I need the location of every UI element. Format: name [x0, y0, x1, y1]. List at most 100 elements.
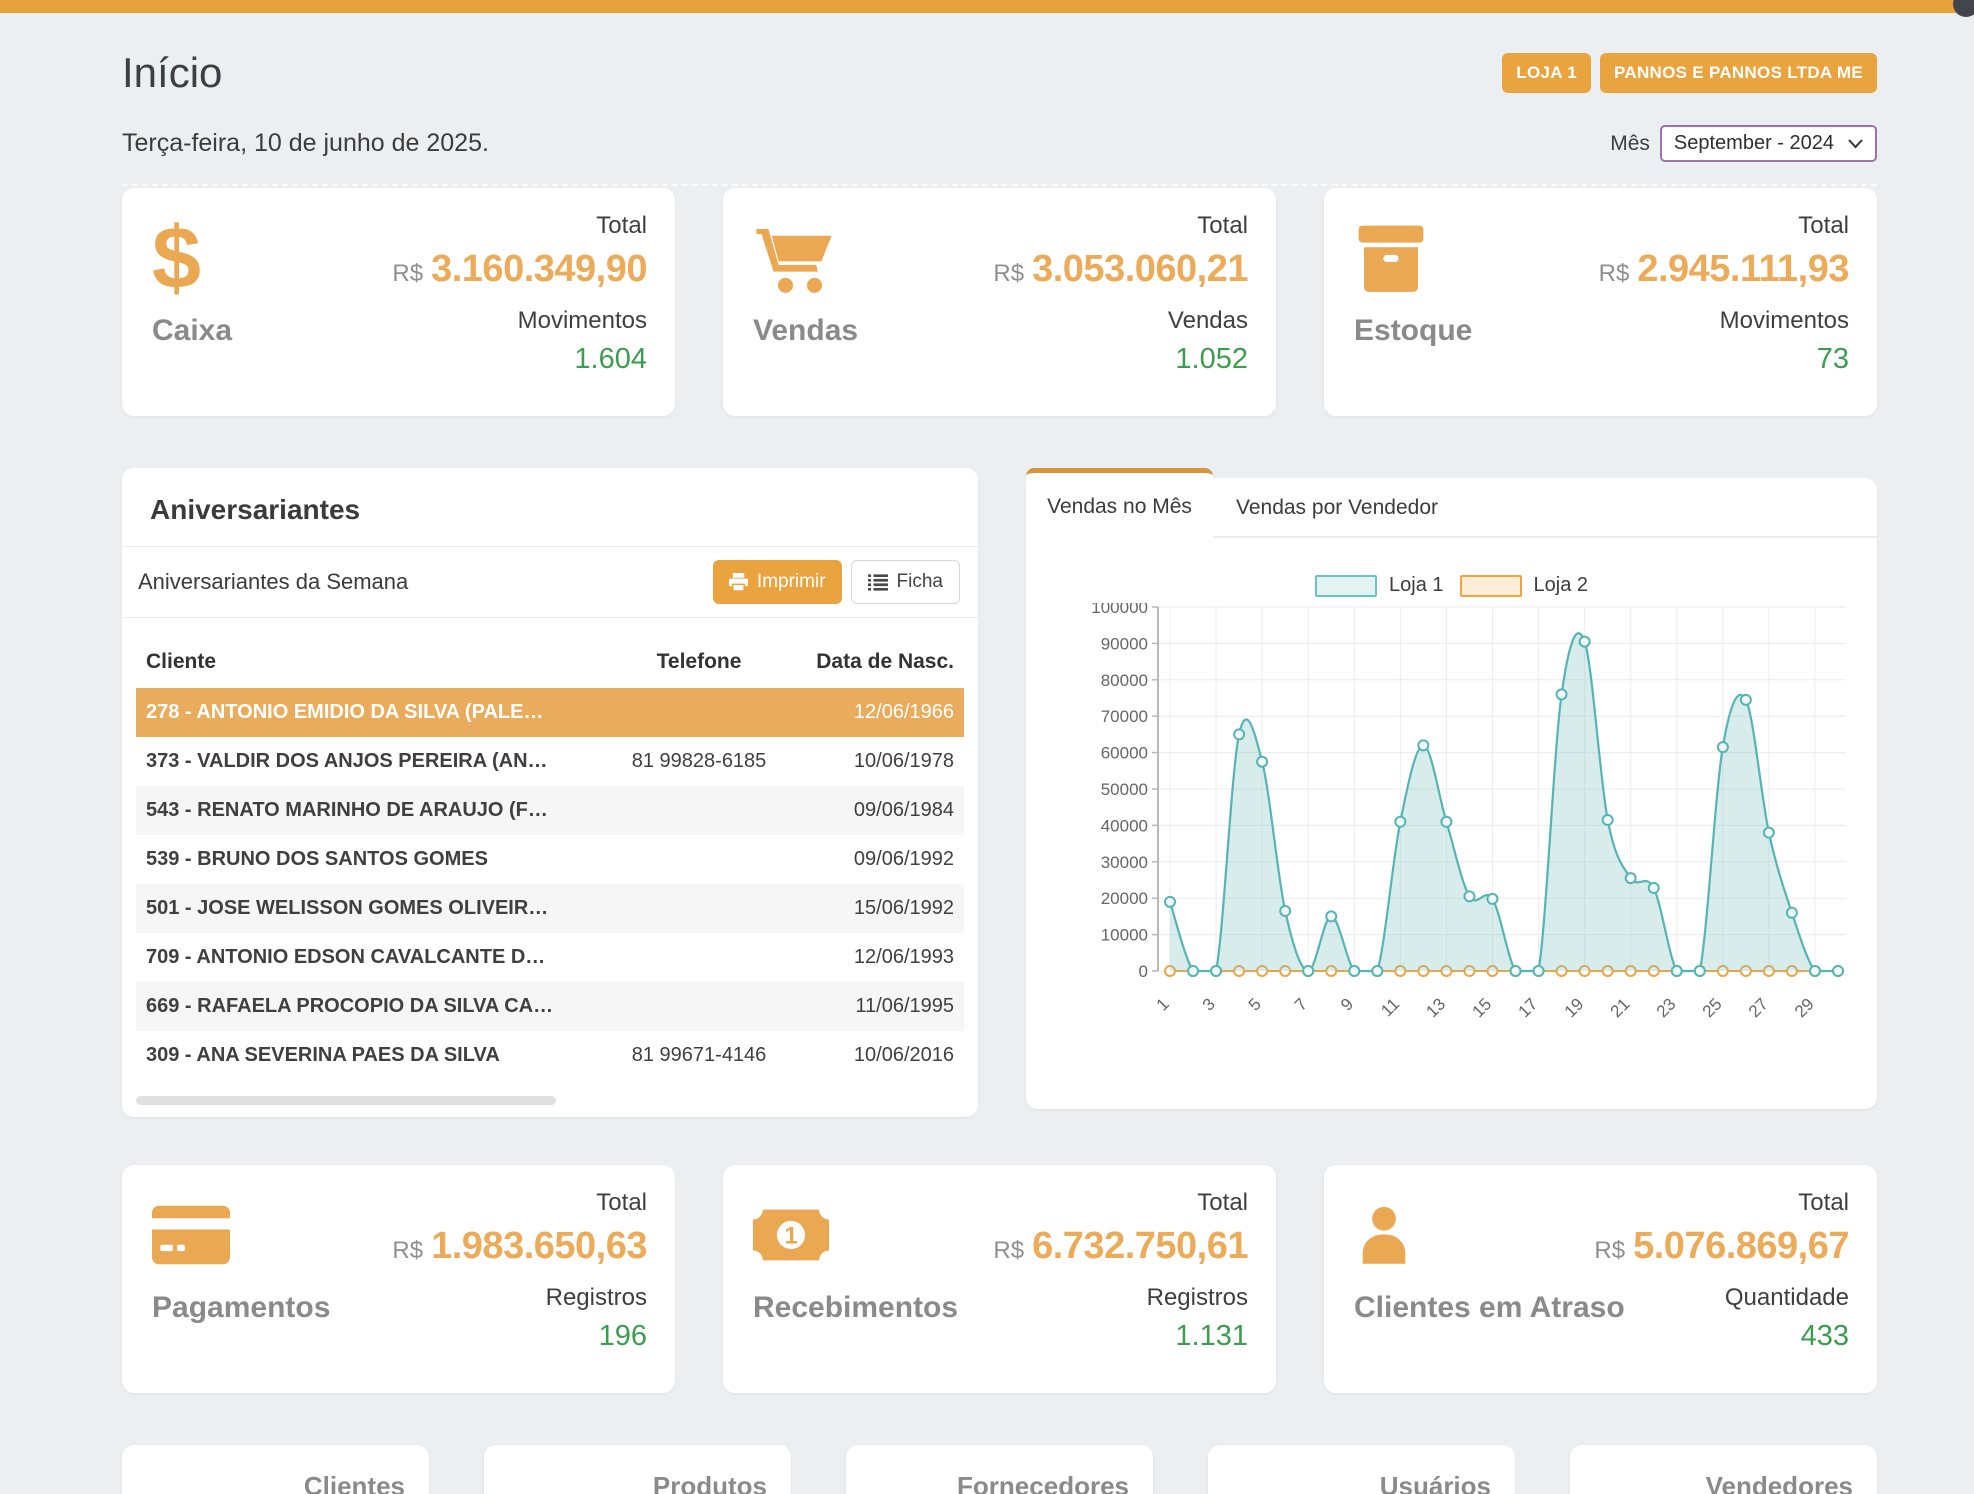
client-cell: 539 - BRUNO DOS SANTOS GOMES [136, 835, 600, 884]
svg-text:19: 19 [1561, 994, 1588, 1021]
current-date: Terça-feira, 10 de junho de 2025. [122, 129, 489, 158]
svg-text:13: 13 [1422, 994, 1449, 1021]
footer-cards-row: Clientes Produtos Fornecedores Usuários Vend… [122, 1445, 1877, 1494]
table-row[interactable]: 373 - VALDIR DOS ANJOS PEREIRA (AN…81 99… [136, 737, 964, 786]
card-vendas: Vendas Total R$3.053.060,21 Vendas 1.052 [723, 188, 1276, 416]
svg-text:90000: 90000 [1101, 634, 1148, 653]
count-label: Movimentos [1599, 307, 1849, 335]
footer-card-title: Usuários [1232, 1471, 1491, 1494]
card-title: Caixa [152, 314, 232, 348]
svg-text:29: 29 [1791, 994, 1818, 1021]
total-label: Total [1594, 1189, 1849, 1217]
table-row[interactable]: 709 - ANTONIO EDSON CAVALCANTE D… 12/06/1… [136, 933, 964, 982]
footer-card-usuários[interactable]: Usuários [1208, 1445, 1515, 1494]
birth-cell: 09/06/1984 [798, 786, 964, 835]
svg-text:50000: 50000 [1101, 780, 1148, 799]
person-icon [1354, 1204, 1414, 1266]
svg-text:7: 7 [1291, 994, 1311, 1014]
store-button[interactable]: LOJA 1 [1502, 53, 1591, 93]
horizontal-scrollbar[interactable] [136, 1096, 556, 1105]
chart-legend: Loja 1 Loja 2 [1026, 574, 1877, 597]
month-select[interactable]: September - 2024 [1660, 125, 1877, 162]
card-title: Estoque [1354, 314, 1472, 348]
top-accent-bar [0, 0, 1974, 13]
tab-vendas-por-vendedor[interactable]: Vendas por Vendedor [1213, 478, 1461, 538]
total-value: 3.053.060,21 [1032, 248, 1248, 290]
total-label: Total [993, 1189, 1248, 1217]
currency-prefix: R$ [993, 260, 1024, 287]
credit-card-icon [152, 1204, 230, 1266]
table-row[interactable]: 539 - BRUNO DOS SANTOS GOMES 09/06/1992 [136, 835, 964, 884]
birthdays-table-body: 278 - ANTONIO EMIDIO DA SILVA (PALE…12/0… [136, 688, 964, 1080]
client-cell: 709 - ANTONIO EDSON CAVALCANTE D… [136, 933, 600, 982]
table-header-row: Cliente Telefone Data de Nasc. [136, 640, 964, 688]
table-row[interactable]: 501 - JOSE WELISSON GOMES OLIVEIR…15/06/… [136, 884, 964, 933]
svg-text:100000: 100000 [1091, 603, 1148, 617]
svg-text:17: 17 [1515, 994, 1542, 1021]
footer-card-title: Produtos [508, 1471, 767, 1494]
birth-cell: 11/06/1995 [798, 982, 964, 1031]
birthdays-subtitle: Aniversariantes da Semana [138, 569, 408, 595]
page-header: Início LOJA 1 PANNOS E PANNOS LTDA ME [122, 49, 1877, 97]
card-clientes-em-atraso: Clientes em Atraso Total R$5.076.869,67 … [1324, 1165, 1877, 1393]
total-value: 3.160.349,90 [431, 248, 647, 290]
svg-text:23: 23 [1653, 994, 1680, 1021]
company-button[interactable]: PANNOS E PANNOS LTDA ME [1600, 53, 1877, 93]
footer-card-vendedores[interactable]: Vendedores [1570, 1445, 1877, 1494]
box-icon [1354, 220, 1428, 296]
print-button[interactable]: Imprimir [713, 560, 842, 604]
birth-cell: 12/06/1993 [798, 933, 964, 982]
phone-cell [600, 982, 799, 1031]
legend-label-loja2: Loja 2 [1534, 574, 1589, 597]
page-title: Início [122, 49, 222, 97]
ficha-button[interactable]: Ficha [851, 560, 960, 604]
phone-cell [600, 933, 799, 982]
count-label: Registros [993, 1284, 1248, 1312]
table-row[interactable]: 278 - ANTONIO EMIDIO DA SILVA (PALE…12/0… [136, 688, 964, 737]
table-row[interactable]: 543 - RENATO MARINHO DE ARAUJO (F… 09/06/… [136, 786, 964, 835]
tab-vendas-no-mes[interactable]: Vendas no Mês [1026, 468, 1213, 540]
client-cell: 543 - RENATO MARINHO DE ARAUJO (F… [136, 786, 600, 835]
birthdays-panel: Aniversariantes Aniversariantes da Seman… [122, 468, 978, 1117]
currency-prefix: R$ [1599, 260, 1630, 287]
total-value: 2.945.111,93 [1637, 248, 1849, 290]
footer-card-fornecedores[interactable]: Fornecedores [846, 1445, 1153, 1494]
total-label: Total [993, 212, 1248, 240]
ficha-button-label: Ficha [897, 571, 943, 593]
col-header-phone: Telefone [600, 640, 799, 688]
count-value: 73 [1599, 343, 1849, 376]
birth-cell: 10/06/1978 [798, 737, 964, 786]
card-recebimentos: 1 Recebimentos Total R$6.732.750,61 Regi… [723, 1165, 1276, 1393]
svg-text:5: 5 [1245, 994, 1265, 1014]
count-value: 1.131 [993, 1320, 1248, 1353]
birth-cell: 15/06/1992 [798, 884, 964, 933]
phone-cell: 81 99828-6185 [600, 737, 799, 786]
count-value: 433 [1594, 1320, 1849, 1353]
table-row[interactable]: 309 - ANA SEVERINA PAES DA SILVA81 99671… [136, 1031, 964, 1080]
list-icon [868, 574, 888, 591]
card-estoque: Estoque Total R$2.945.111,93 Movimentos … [1324, 188, 1877, 416]
profile-button[interactable] [1953, 0, 1974, 17]
month-select-value: September - 2024 [1674, 132, 1834, 155]
total-value: 6.732.750,61 [1032, 1225, 1248, 1267]
svg-text:15: 15 [1468, 994, 1495, 1021]
table-row[interactable]: 669 - RAFAELA PROCOPIO DA SILVA CA…11/06… [136, 982, 964, 1031]
count-label: Vendas [993, 307, 1248, 335]
svg-text:11: 11 [1377, 994, 1403, 1020]
card-pagamentos: Pagamentos Total R$1.983.650,63 Registro… [122, 1165, 675, 1393]
card-caixa: $ Caixa Total R$3.160.349,90 Movimentos … [122, 188, 675, 416]
cart-icon [753, 220, 835, 296]
col-header-client: Cliente [136, 640, 600, 688]
count-value: 1.604 [392, 343, 647, 376]
birth-cell: 09/06/1992 [798, 835, 964, 884]
birthdays-title: Aniversariantes [122, 468, 978, 547]
footer-card-clientes[interactable]: Clientes [122, 1445, 429, 1494]
currency-prefix: R$ [1594, 1237, 1625, 1264]
printer-icon [729, 573, 748, 591]
svg-text:30000: 30000 [1101, 853, 1148, 872]
svg-text:3: 3 [1199, 994, 1219, 1014]
card-title: Clientes em Atraso [1354, 1291, 1625, 1325]
svg-text:21: 21 [1607, 994, 1634, 1021]
footer-card-produtos[interactable]: Produtos [484, 1445, 791, 1494]
phone-cell [600, 688, 799, 737]
